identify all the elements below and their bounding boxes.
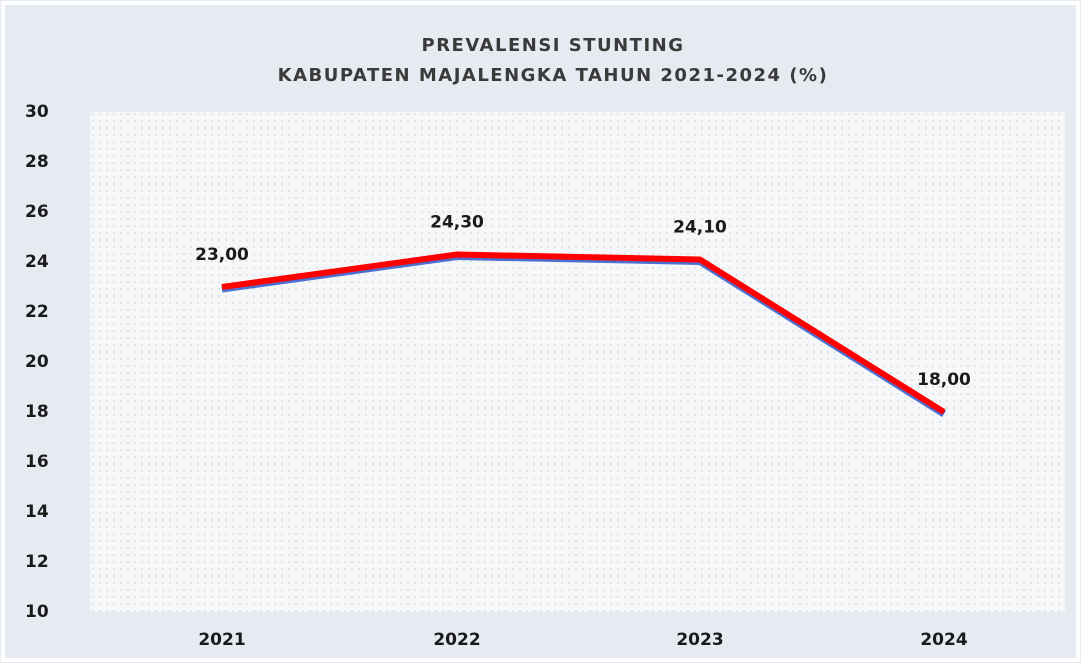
data-label: 24,30 (430, 213, 484, 233)
y-tick-label: 30 (25, 102, 49, 122)
y-tick-label: 24 (25, 252, 49, 272)
data-label: 24,10 (673, 218, 727, 238)
chart-subtitle: KABUPATEN MAJALENGKA TAHUN 2021-2024 (%) (278, 65, 829, 86)
x-tick-label: 2024 (920, 630, 967, 650)
y-tick-label: 22 (25, 302, 49, 322)
y-tick-label: 12 (25, 552, 49, 572)
x-tick-label: 2022 (433, 630, 480, 650)
x-tick-label: 2023 (676, 630, 723, 650)
y-tick-label: 26 (25, 202, 49, 222)
y-tick-label: 16 (25, 452, 49, 472)
y-tick-label: 10 (25, 602, 49, 622)
y-tick-label: 20 (25, 352, 49, 372)
x-tick-label: 2021 (198, 630, 245, 650)
y-tick-label: 28 (25, 152, 49, 172)
line (221, 251, 946, 415)
y-tick-label: 18 (25, 402, 49, 422)
y-tick-label: 14 (25, 502, 49, 522)
data-label: 23,00 (195, 245, 249, 265)
plot-area (90, 112, 1065, 612)
chart-title: PREVALENSI STUNTING (422, 35, 685, 56)
data-label: 18,00 (917, 370, 971, 390)
